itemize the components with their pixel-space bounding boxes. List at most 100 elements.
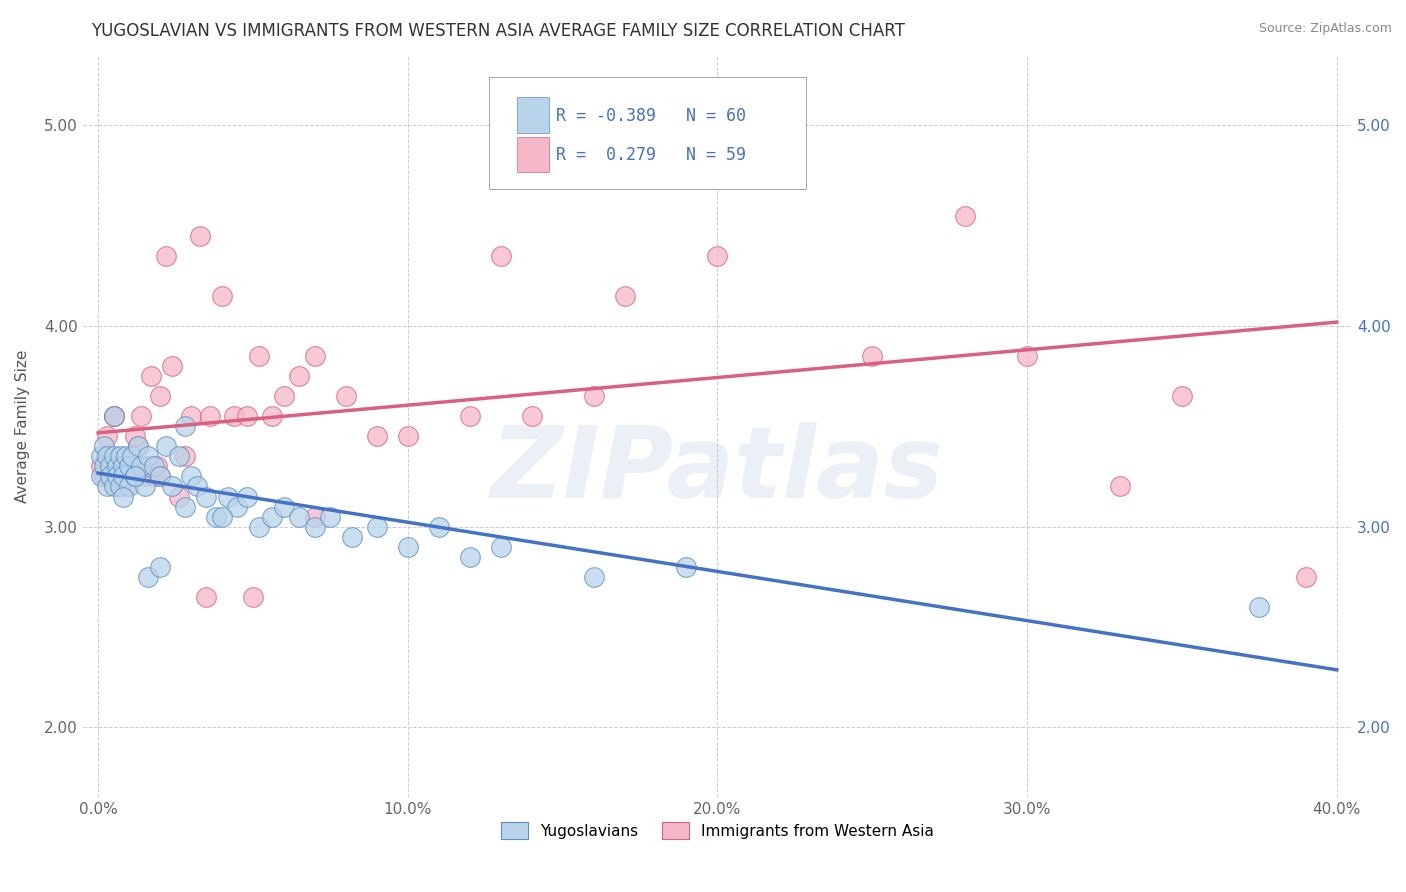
Point [180, 469, 202, 483]
Point [90, 469, 112, 483]
Point [103, 450, 125, 464]
Point [195, 590, 218, 604]
Legend: Yugoslavians, Immigrants from Western Asia: Yugoslavians, Immigrants from Western As… [495, 815, 941, 846]
Point [217, 490, 239, 504]
Point [198, 409, 221, 424]
Point [121, 450, 143, 464]
Point [260, 509, 283, 524]
Point [613, 289, 636, 303]
Point [260, 409, 283, 424]
Point [458, 409, 481, 424]
Point [224, 409, 246, 424]
Point [108, 479, 131, 493]
Point [1295, 570, 1317, 584]
Text: YUGOSLAVIAN VS IMMIGRANTS FROM WESTERN ASIA AVERAGE FAMILY SIZE CORRELATION CHAR: YUGOSLAVIAN VS IMMIGRANTS FROM WESTERN A… [91, 22, 905, 40]
Point [235, 490, 257, 504]
Point [155, 439, 177, 453]
Point [458, 549, 481, 564]
Point [111, 469, 134, 483]
Point [90, 450, 112, 464]
Point [103, 409, 125, 424]
Point [211, 289, 233, 303]
Point [124, 469, 146, 483]
Point [131, 459, 153, 474]
Point [247, 349, 270, 363]
Point [149, 559, 172, 574]
Point [204, 509, 226, 524]
Point [100, 459, 122, 474]
Point [520, 409, 543, 424]
Point [111, 490, 134, 504]
Point [180, 409, 202, 424]
Point [675, 559, 697, 574]
Point [366, 429, 388, 443]
Point [273, 389, 295, 403]
Point [111, 459, 134, 474]
Point [149, 469, 172, 483]
Point [90, 459, 112, 474]
Point [127, 439, 149, 453]
Point [105, 469, 128, 483]
Point [162, 479, 184, 493]
Point [319, 509, 342, 524]
Point [706, 249, 728, 263]
Point [335, 389, 357, 403]
Point [100, 469, 122, 483]
Point [105, 459, 128, 474]
Point [121, 450, 143, 464]
Point [115, 479, 138, 493]
Point [211, 509, 233, 524]
Point [149, 389, 172, 403]
Point [96, 450, 118, 464]
Point [366, 519, 388, 533]
Point [288, 369, 311, 384]
Point [96, 450, 118, 464]
FancyBboxPatch shape [517, 97, 548, 133]
Point [131, 409, 153, 424]
Point [124, 469, 146, 483]
Point [103, 409, 125, 424]
Point [124, 429, 146, 443]
Point [93, 469, 115, 483]
Point [134, 479, 156, 493]
Point [304, 509, 326, 524]
Point [304, 349, 326, 363]
Point [304, 519, 326, 533]
Point [489, 249, 512, 263]
Point [242, 590, 264, 604]
Point [489, 540, 512, 554]
Point [167, 490, 190, 504]
Point [93, 459, 115, 474]
Point [146, 459, 169, 474]
Point [167, 450, 190, 464]
Text: ZIPatlas: ZIPatlas [491, 422, 943, 519]
Point [188, 228, 211, 243]
Text: R = -0.389   N = 60: R = -0.389 N = 60 [557, 107, 747, 125]
Point [1249, 599, 1271, 614]
Point [139, 369, 162, 384]
FancyBboxPatch shape [517, 136, 548, 172]
Point [173, 450, 195, 464]
Point [396, 429, 419, 443]
Point [136, 450, 159, 464]
FancyBboxPatch shape [489, 78, 806, 189]
Point [105, 479, 128, 493]
Point [582, 389, 605, 403]
Point [195, 490, 218, 504]
Point [1109, 479, 1132, 493]
Point [162, 359, 184, 373]
Point [1171, 389, 1194, 403]
Point [111, 459, 134, 474]
Text: R =  0.279   N = 59: R = 0.279 N = 59 [557, 146, 747, 164]
Point [235, 409, 257, 424]
Point [100, 459, 122, 474]
Point [142, 469, 165, 483]
Point [340, 530, 363, 544]
Point [115, 450, 138, 464]
Y-axis label: Average Family Size: Average Family Size [15, 350, 30, 503]
Point [226, 500, 249, 514]
Point [127, 439, 149, 453]
Point [136, 459, 159, 474]
Point [118, 459, 141, 474]
Point [953, 209, 976, 223]
